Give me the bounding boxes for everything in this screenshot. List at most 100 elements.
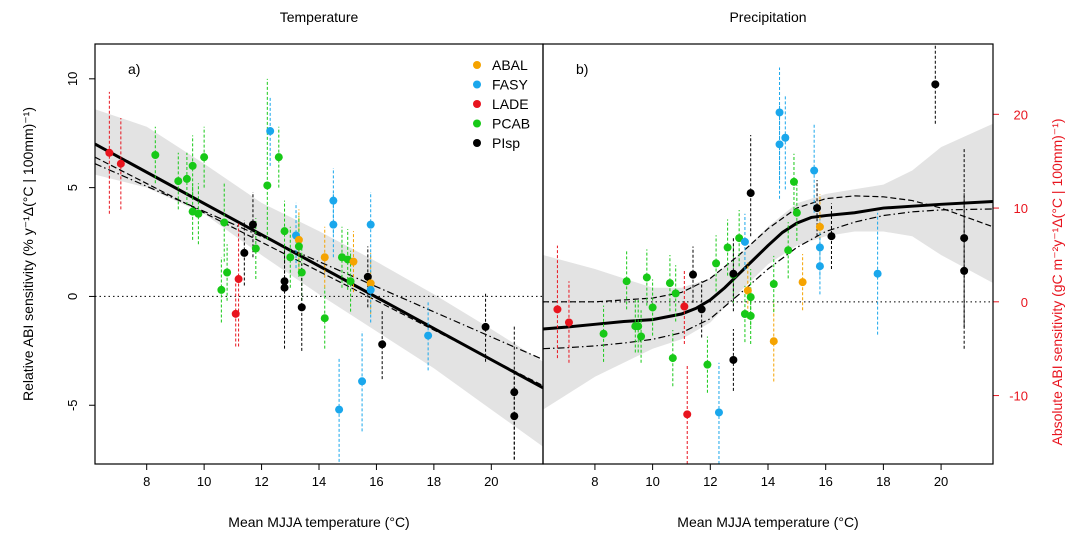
- point-pcab: [320, 314, 329, 323]
- dashdot-fit-line: [543, 208, 993, 350]
- point-pcab: [668, 354, 677, 363]
- x-tick-label: 8: [591, 474, 598, 489]
- legend-marker-fasy: [473, 80, 481, 89]
- y-tick-label: 5: [65, 184, 80, 191]
- point-abal: [815, 222, 824, 231]
- legend-marker-pcab: [473, 119, 481, 128]
- point-pisp: [280, 277, 289, 286]
- point-lade: [105, 148, 114, 157]
- x-tick-label: 10: [197, 474, 211, 489]
- point-pisp: [689, 270, 697, 279]
- point-pcab: [622, 277, 631, 286]
- point-fasy: [714, 408, 723, 417]
- point-pcab: [174, 177, 183, 186]
- panel-b-fit-lines: [543, 195, 993, 350]
- point-pcab: [220, 218, 229, 227]
- y-tick-label: -5: [65, 399, 80, 411]
- y-tick-label: 10: [1014, 201, 1028, 216]
- point-abal: [798, 278, 807, 287]
- point-pisp: [729, 355, 738, 364]
- point-pcab: [723, 243, 732, 252]
- point-pcab: [665, 279, 674, 288]
- point-pisp: [960, 266, 969, 275]
- x-tick-label: 14: [761, 474, 775, 489]
- point-pcab: [637, 332, 646, 341]
- point-lade: [680, 302, 689, 311]
- panel-b-frame: [542, 43, 994, 465]
- point-pcab: [297, 268, 306, 277]
- y-tick-label: 0: [1021, 295, 1028, 310]
- point-pcab: [346, 277, 355, 286]
- point-fasy: [266, 127, 275, 136]
- point-pisp: [363, 272, 372, 281]
- dashed-fit-line: [543, 195, 993, 303]
- panel-a-y-axis: -5 0 5 10: [65, 72, 95, 411]
- point-fasy: [775, 108, 784, 117]
- point-abal: [366, 279, 375, 288]
- point-lade: [553, 305, 562, 314]
- x-tick-label: 10: [645, 474, 659, 489]
- main-fit-line: [543, 200, 993, 331]
- point-pcab: [769, 280, 778, 288]
- y-tick-label: 0: [65, 293, 80, 300]
- point-pcab: [151, 150, 160, 159]
- x-tick-label: 8: [143, 474, 150, 489]
- panel-b-y-axis-title: Absolute ABI sensitivity (gC m⁻²y⁻¹Δ(°C …: [1049, 118, 1065, 445]
- legend: ABAL FASY LADE PCAB PIsp: [473, 57, 530, 151]
- point-lade: [116, 159, 125, 168]
- y-tick-label: -10: [1009, 389, 1028, 404]
- point-lade: [231, 309, 240, 318]
- panel-b-points: [553, 80, 969, 419]
- panel-b-label: b): [576, 61, 588, 77]
- point-pcab: [280, 227, 289, 236]
- point-pisp: [697, 305, 706, 314]
- panel-a-y-axis-title: Relative ABI sensitivity (% y⁻¹Δ(°C | 10…: [20, 107, 36, 401]
- point-pcab: [735, 234, 744, 243]
- point-fasy: [329, 220, 338, 229]
- point-abal: [320, 253, 329, 262]
- panel-a-title: Temperature: [280, 9, 359, 25]
- point-fasy: [815, 243, 824, 252]
- point-pisp: [510, 412, 519, 421]
- point-fasy: [815, 262, 824, 271]
- point-fasy: [424, 331, 433, 340]
- x-tick-label: 20: [934, 474, 948, 489]
- point-pcab: [223, 268, 232, 277]
- point-pisp: [510, 388, 519, 397]
- point-pisp: [960, 234, 969, 243]
- point-abal: [349, 257, 358, 266]
- point-pisp: [827, 232, 836, 241]
- point-abal: [294, 235, 303, 244]
- point-abal: [743, 286, 752, 295]
- point-fasy: [366, 220, 375, 229]
- confidence-band: [95, 109, 543, 447]
- point-pcab: [182, 174, 191, 183]
- point-pisp: [297, 303, 306, 312]
- point-fasy: [329, 196, 338, 205]
- point-pcab: [294, 242, 303, 251]
- point-pcab: [784, 246, 793, 255]
- point-fasy: [775, 140, 784, 149]
- point-pcab: [671, 289, 680, 298]
- point-pcab: [703, 360, 712, 369]
- point-fasy: [366, 285, 375, 294]
- point-pcab: [200, 153, 209, 162]
- point-pcab: [286, 253, 295, 262]
- x-tick-label: 12: [254, 474, 268, 489]
- x-tick-label: 18: [876, 474, 890, 489]
- panel-b-right-y-axis: -10 0 10 20: [992, 107, 1028, 404]
- point-pcab: [599, 329, 608, 338]
- point-pcab: [642, 273, 651, 282]
- x-tick-label: 12: [703, 474, 717, 489]
- point-pisp: [813, 204, 822, 213]
- point-pisp: [280, 283, 289, 292]
- point-fasy: [873, 269, 882, 278]
- panel-b-title: Precipitation: [729, 9, 806, 25]
- point-pisp: [481, 322, 490, 331]
- point-pcab: [746, 293, 755, 302]
- point-pcab: [789, 177, 798, 186]
- point-pcab: [217, 285, 226, 294]
- x-tick-label: 18: [427, 474, 441, 489]
- point-lade: [683, 410, 692, 419]
